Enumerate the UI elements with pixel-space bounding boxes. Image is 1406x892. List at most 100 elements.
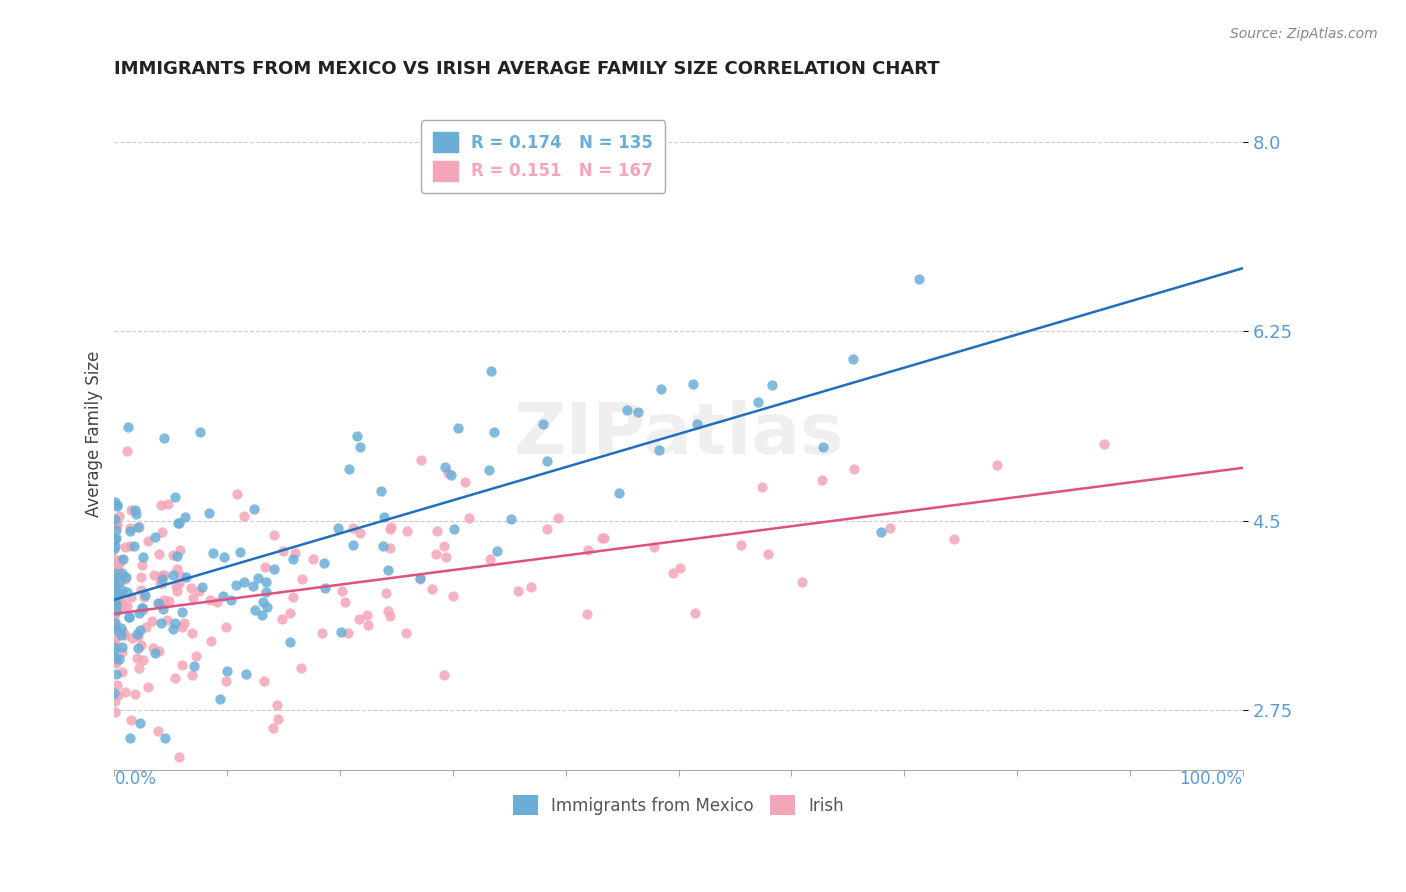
Point [242, 579, 264, 593]
Point [104, 637, 127, 651]
Point [136, 533, 159, 548]
Point [262, 721, 284, 735]
Point [478, 552, 501, 566]
Point [108, 651, 131, 665]
Point [908, 271, 931, 285]
Point [112, 597, 135, 611]
Point [311, 626, 333, 640]
Point [183, 658, 205, 673]
Point [233, 574, 256, 589]
Point [104, 616, 127, 631]
Point [142, 568, 165, 582]
Point [267, 712, 290, 726]
Point [501, 512, 523, 526]
Point [107, 688, 129, 702]
Point [143, 529, 166, 543]
Point [683, 607, 706, 621]
Point [104, 582, 127, 596]
Point [165, 671, 187, 685]
Point [281, 551, 304, 566]
Point [124, 502, 146, 516]
Point [942, 532, 965, 546]
Point [104, 604, 127, 618]
Point [148, 644, 170, 658]
Point [105, 652, 128, 666]
Point [336, 625, 359, 640]
Point [576, 542, 599, 557]
Point [110, 592, 132, 607]
Point [616, 402, 638, 417]
Point [163, 616, 186, 631]
Point [225, 577, 247, 591]
Point [162, 548, 184, 562]
Point [254, 575, 277, 590]
Point [104, 516, 127, 531]
Point [115, 585, 138, 599]
Point [146, 596, 169, 610]
Point [370, 483, 392, 498]
Point [129, 583, 152, 598]
Point [105, 678, 128, 692]
Point [142, 640, 165, 655]
Point [104, 512, 127, 526]
Point [149, 576, 172, 591]
Point [215, 673, 238, 688]
Point [190, 425, 212, 439]
Point [342, 521, 364, 535]
Point [207, 595, 229, 609]
Point [120, 524, 142, 538]
Point [152, 593, 174, 607]
Point [591, 531, 613, 545]
Point [111, 645, 134, 659]
Point [479, 364, 502, 378]
Point [110, 628, 132, 642]
Point [314, 581, 336, 595]
Point [278, 635, 301, 649]
Point [243, 603, 266, 617]
Point [380, 541, 402, 556]
Point [105, 518, 128, 533]
Point [434, 459, 457, 474]
Point [115, 444, 138, 458]
Point [252, 607, 274, 622]
Point [254, 560, 277, 574]
Point [349, 440, 371, 454]
Point [103, 640, 125, 654]
Point [111, 640, 134, 655]
Point [131, 601, 153, 615]
Point [186, 649, 208, 664]
Point [114, 628, 136, 642]
Point [107, 558, 129, 573]
Point [751, 480, 773, 494]
Point [162, 568, 184, 582]
Point [180, 668, 202, 682]
Point [136, 680, 159, 694]
Point [104, 495, 127, 509]
Point [347, 612, 370, 626]
Point [271, 612, 294, 626]
Point [333, 595, 356, 609]
Point [131, 558, 153, 573]
Point [396, 524, 419, 538]
Point [104, 566, 127, 580]
Point [436, 550, 458, 565]
Point [105, 598, 128, 612]
Point [112, 552, 135, 566]
Point [669, 561, 692, 575]
Point [191, 580, 214, 594]
Point [380, 519, 402, 533]
Point [120, 520, 142, 534]
Point [284, 545, 307, 559]
Point [103, 617, 125, 632]
Point [107, 587, 129, 601]
Point [648, 442, 671, 457]
Point [870, 524, 893, 539]
Point [149, 499, 172, 513]
Point [235, 667, 257, 681]
Point [103, 533, 125, 548]
Point [148, 597, 170, 611]
Point [246, 571, 269, 585]
Point [373, 539, 395, 553]
Point [103, 686, 125, 700]
Point [120, 713, 142, 727]
